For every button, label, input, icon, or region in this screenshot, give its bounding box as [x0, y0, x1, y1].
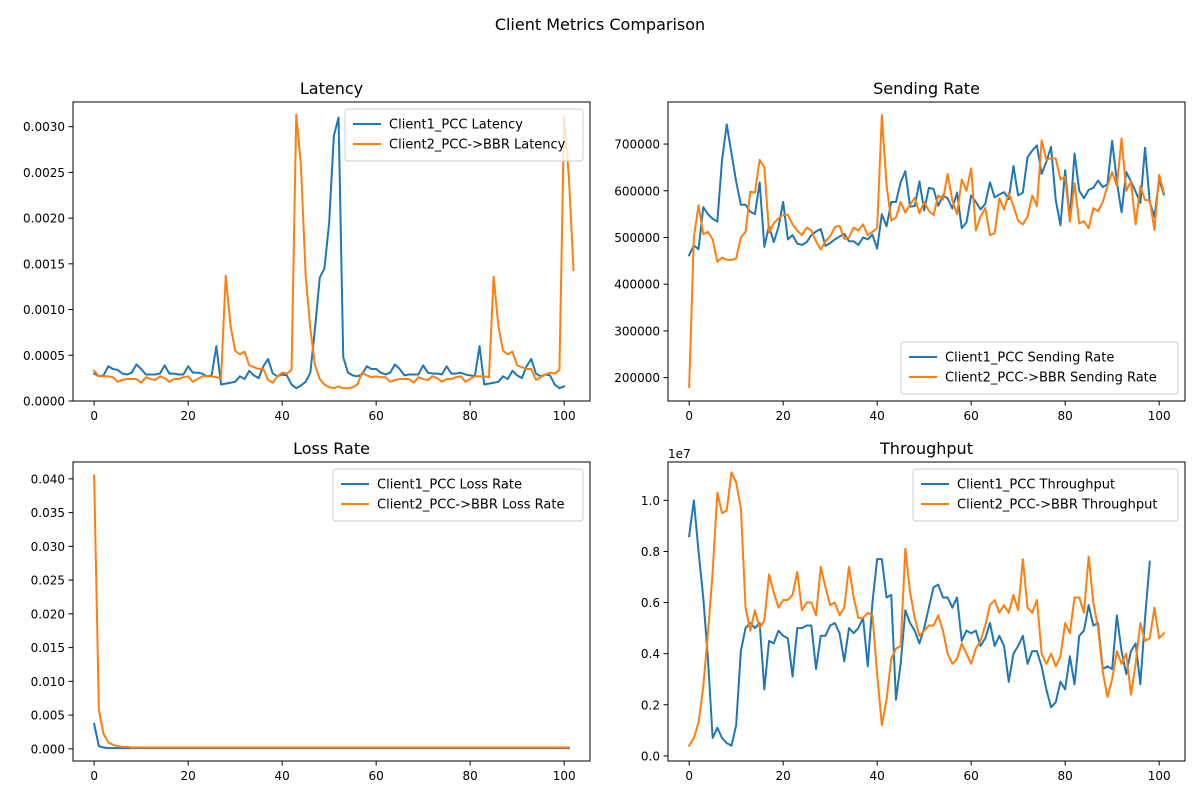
- sending-rate-legend-box: [900, 341, 1179, 395]
- latency-x-tick-label: 100: [553, 409, 576, 423]
- latency-x-tick-label: 20: [181, 409, 196, 423]
- throughput-x-tick-label: 40: [870, 769, 885, 783]
- latency-y-tick-label: 0.0005: [23, 349, 65, 363]
- latency-y-tick-label: 0.0025: [23, 166, 65, 180]
- latency-y-tick-label: 0.0020: [23, 212, 65, 226]
- throughput-x-tick-label: 80: [1058, 769, 1073, 783]
- throughput-y-tick-label: 0.4: [641, 647, 660, 661]
- sending-rate-legend-label-1: Client1_PCC Sending Rate: [945, 351, 1114, 366]
- loss-rate-series-2-line: [93, 474, 570, 749]
- throughput-y-tick-label: 0.6: [641, 596, 660, 610]
- loss-rate-y-tick-label: 0.010: [31, 675, 65, 689]
- sending-rate-legend: Client1_PCC Sending Rate Client2_PCC->BBR…: [900, 341, 1179, 395]
- sending-rate-y-tick-label: 500000: [614, 231, 660, 245]
- latency-legend-label-1: Client1_PCC Latency: [389, 118, 523, 133]
- throughput-subplot: Throughput 0 20 40 60 80 100 0.0 0.2 0.4 0.6 0.8 1.0…: [641, 439, 1186, 783]
- throughput-series-2-line: [687, 471, 1166, 748]
- sending-rate-x-tick-label: 60: [964, 409, 979, 423]
- sending-rate-x-tick-label: 40: [870, 409, 885, 423]
- throughput-x-tick-label: 0: [685, 769, 693, 783]
- loss-rate-x-tick-label: 20: [181, 769, 196, 783]
- latency-y-tick-label: 0.0015: [23, 257, 65, 271]
- latency-title: Latency: [300, 79, 363, 98]
- sending-rate-y-tick-label: 400000: [614, 278, 660, 292]
- latency-y-tick-label: 0.0000: [23, 395, 65, 409]
- sending-rate-x-tick-label: 20: [776, 409, 791, 423]
- loss-rate-axes-frame: [72, 461, 591, 762]
- sending-rate-y-tick-label: 300000: [614, 324, 660, 338]
- throughput-y-tick-label: 0.8: [641, 545, 660, 559]
- latency-legend-label-2: Client2_PCC->BBR Latency: [389, 138, 566, 153]
- sending-rate-y-tick-label: 600000: [614, 184, 660, 198]
- latency-plot-area: [92, 113, 575, 390]
- sending-rate-x-tick-label: 80: [1058, 409, 1073, 423]
- throughput-series-1-line: [688, 499, 1151, 747]
- latency-x-tick-label: 0: [90, 409, 98, 423]
- throughput-y-tick-label: 1.0: [641, 494, 660, 508]
- latency-y-tick-label: 0.0030: [23, 120, 65, 134]
- throughput-legend-box: [912, 468, 1179, 522]
- latency-series-1-line: [92, 116, 566, 390]
- sending-rate-legend-label-2: Client2_PCC->BBR Sending Rate: [945, 371, 1157, 386]
- loss-rate-legend-label-2: Client2_PCC->BBR Loss Rate: [377, 498, 564, 513]
- throughput-legend: Client1_PCC Throughput Client2_PCC->BBR T…: [912, 468, 1179, 522]
- latency-legend-box: [344, 108, 584, 162]
- sending-rate-y-tick-label: 700000: [614, 138, 660, 152]
- sending-rate-plot-area: [687, 114, 1166, 389]
- throughput-x-tick-label: 60: [964, 769, 979, 783]
- loss-rate-x-tick-label: 60: [369, 769, 384, 783]
- latency-y-tick-label: 0.0010: [23, 303, 65, 317]
- loss-rate-legend-box: [332, 468, 584, 522]
- throughput-plot-area: [687, 471, 1166, 748]
- loss-rate-y-tick-label: 0.040: [31, 472, 65, 486]
- latency-axes-frame: [72, 101, 591, 402]
- loss-rate-y-tick-label: 0.020: [31, 607, 65, 621]
- sending-rate-subplot: Sending Rate 0 20 40 60 80 100 200000 300000 4000…: [614, 79, 1186, 423]
- throughput-y-tick-label: 0.2: [641, 698, 660, 712]
- loss-rate-subplot: Loss Rate 0 20 40 60 80 100 0.000 0.005 0.010 0.01…: [31, 439, 591, 783]
- loss-rate-x-tick-label: 100: [553, 769, 576, 783]
- throughput-title: Throughput: [879, 439, 973, 458]
- loss-rate-y-tick-label: 0.015: [31, 641, 65, 655]
- figure-suptitle: Client Metrics Comparison: [495, 15, 705, 34]
- throughput-y-offset-label: 1e7: [668, 447, 691, 461]
- sending-rate-series-2-line: [688, 114, 1166, 389]
- loss-rate-y-tick-label: 0.030: [31, 540, 65, 554]
- loss-rate-plot-area: [92, 474, 570, 750]
- latency-subplot: Latency 0 20 40 60 80 100 0.0000 0.0005 0.0010 0.0…: [23, 79, 591, 423]
- loss-rate-y-tick-label: 0.035: [31, 506, 65, 520]
- throughput-legend-label-2: Client2_PCC->BBR Throughput: [957, 498, 1158, 513]
- latency-legend: Client1_PCC Latency Client2_PCC->BBR Late…: [344, 108, 584, 162]
- throughput-legend-label-1: Client1_PCC Throughput: [957, 478, 1115, 493]
- sending-rate-x-tick-label: 0: [685, 409, 693, 423]
- loss-rate-x-tick-label: 80: [463, 769, 478, 783]
- sending-rate-axes-frame: [667, 101, 1186, 402]
- loss-rate-y-tick-label: 0.000: [31, 742, 65, 756]
- latency-x-tick-label: 60: [369, 409, 384, 423]
- loss-rate-y-tick-label: 0.025: [31, 574, 65, 588]
- sending-rate-x-tick-label: 100: [1148, 409, 1171, 423]
- throughput-y-tick-label: 0.0: [641, 749, 660, 763]
- loss-rate-x-tick-label: 0: [90, 769, 98, 783]
- throughput-axes-frame: [667, 461, 1186, 762]
- sending-rate-y-tick-label: 200000: [614, 371, 660, 385]
- sending-rate-title: Sending Rate: [873, 79, 980, 98]
- loss-rate-x-tick-label: 40: [275, 769, 290, 783]
- latency-x-tick-label: 80: [463, 409, 478, 423]
- loss-rate-legend-label-1: Client1_PCC Loss Rate: [377, 478, 522, 493]
- loss-rate-y-tick-label: 0.005: [31, 709, 65, 723]
- loss-rate-title: Loss Rate: [293, 439, 370, 458]
- throughput-x-tick-label: 100: [1148, 769, 1171, 783]
- throughput-x-tick-label: 20: [776, 769, 791, 783]
- latency-series-2-line: [92, 113, 575, 390]
- latency-x-tick-label: 40: [275, 409, 290, 423]
- loss-rate-legend: Client1_PCC Loss Rate Client2_PCC->BBR Lo…: [332, 468, 584, 522]
